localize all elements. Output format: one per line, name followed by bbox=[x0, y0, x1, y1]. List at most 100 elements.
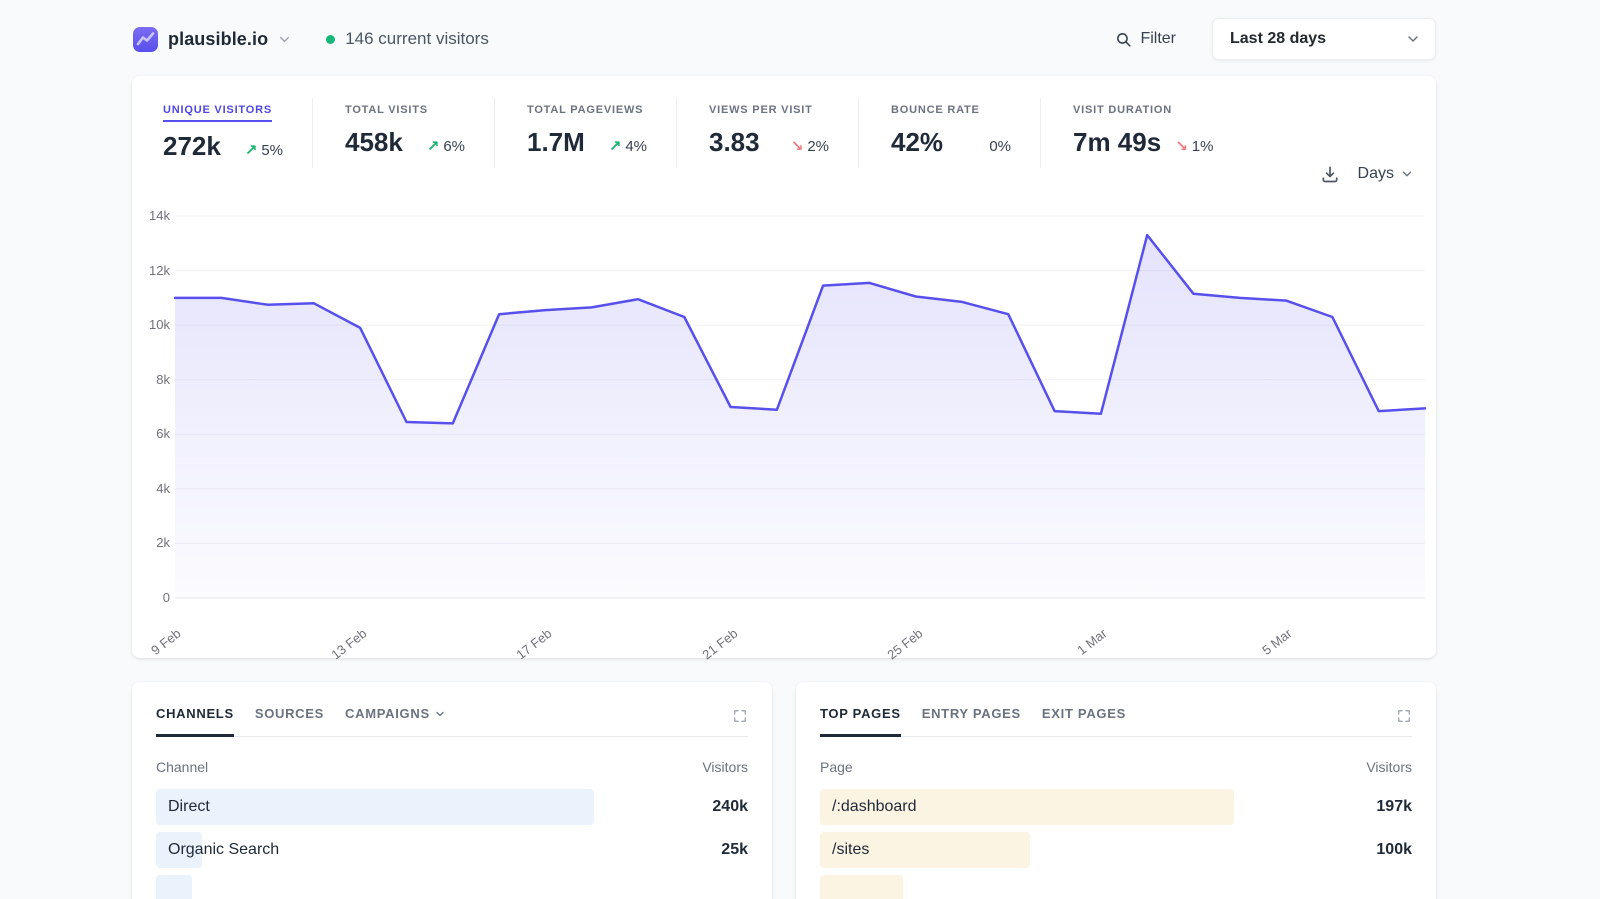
y-tick-label: 2k bbox=[156, 535, 170, 551]
row-bar bbox=[820, 832, 1031, 868]
site-name: plausible.io bbox=[168, 28, 269, 49]
x-tick-label: 5 Mar bbox=[1259, 625, 1295, 658]
row-bar bbox=[156, 875, 192, 899]
stat-visit-duration[interactable]: VISIT DURATION 7m 49s ↘ 1% bbox=[1040, 98, 1242, 168]
trend-arrow-icon: ↗ bbox=[426, 138, 440, 155]
x-tick-label: 25 Feb bbox=[884, 625, 926, 663]
y-tick-label: 14k bbox=[149, 208, 170, 223]
date-range-select[interactable]: Last 28 days bbox=[1212, 18, 1436, 60]
tab-label: SOURCES bbox=[254, 706, 325, 721]
stat-unique-visitors[interactable]: UNIQUE VISITORS 272k ↗ 5% bbox=[163, 98, 312, 168]
stat-label: BOUNCE RATE bbox=[891, 104, 980, 116]
column-channel: Channel bbox=[156, 759, 209, 775]
top-stats-row: UNIQUE VISITORS 272k ↗ 5% TOTAL VISITS 45… bbox=[132, 76, 1436, 168]
search-icon bbox=[1117, 32, 1132, 47]
table-row[interactable]: /sites 100k bbox=[820, 832, 1412, 868]
table-row[interactable]: Organic Search 25k bbox=[156, 832, 748, 868]
trend-arrow-icon: ↗ bbox=[244, 142, 258, 159]
channels-table: Direct 240k Organic Search 25k bbox=[156, 789, 748, 899]
row-value: 240k bbox=[712, 798, 748, 815]
y-tick-label: 0 bbox=[162, 590, 170, 605]
y-tick-label: 8k bbox=[156, 371, 170, 387]
table-row-partial bbox=[156, 875, 748, 899]
trend-arrow-icon: ↘ bbox=[790, 138, 804, 155]
row-name: Direct bbox=[168, 798, 210, 815]
chevron-down-icon bbox=[1405, 31, 1421, 47]
stat-label: VISIT DURATION bbox=[1073, 104, 1172, 116]
row-bar bbox=[156, 789, 595, 825]
stat-value: 1.7M bbox=[527, 127, 585, 157]
pages-table: /:dashboard 197k /sites 100k bbox=[820, 789, 1412, 899]
top-bar: plausible.io 146 current visitors Filter… bbox=[132, 16, 1436, 62]
tab-channels[interactable]: CHANNELS bbox=[156, 706, 234, 737]
column-visitors: Visitors bbox=[702, 759, 748, 775]
y-tick-label: 4k bbox=[156, 480, 170, 496]
row-bar bbox=[820, 875, 903, 899]
row-value: 197k bbox=[1376, 798, 1412, 815]
tab-campaigns[interactable]: CAMPAIGNS bbox=[345, 706, 446, 737]
trend-arrow-icon: ↗ bbox=[608, 138, 622, 155]
row-name: Organic Search bbox=[168, 841, 280, 858]
stat-label: TOTAL PAGEVIEWS bbox=[527, 104, 644, 116]
column-visitors: Visitors bbox=[1366, 759, 1412, 775]
stat-change: 1% bbox=[1191, 138, 1214, 155]
stat-change: 4% bbox=[625, 138, 647, 155]
date-range-value: Last 28 days bbox=[1230, 30, 1327, 47]
visitors-graph-card: UNIQUE VISITORS 272k ↗ 5% TOTAL VISITS 45… bbox=[132, 76, 1436, 663]
stat-change: 5% bbox=[261, 142, 283, 159]
stat-bounce-rate[interactable]: BOUNCE RATE 42% 0% bbox=[858, 98, 1040, 168]
stat-label: VIEWS PER VISIT bbox=[709, 104, 813, 116]
table-row[interactable]: /:dashboard 197k bbox=[820, 789, 1412, 825]
column-page: Page bbox=[820, 759, 853, 775]
expand-channels-button[interactable] bbox=[732, 706, 748, 724]
x-tick-label: 13 Feb bbox=[328, 625, 370, 663]
table-row[interactable]: Direct 240k bbox=[156, 789, 748, 825]
x-tick-label: 21 Feb bbox=[698, 625, 741, 663]
visitors-chart bbox=[173, 215, 1427, 599]
pages-tabs: TOP PAGES ENTRY PAGES EXIT PAGES bbox=[820, 706, 1412, 737]
current-visitors[interactable]: 146 current visitors bbox=[326, 29, 489, 49]
tab-label: CHANNELS bbox=[156, 706, 234, 721]
pages-table-header: Page Visitors bbox=[820, 759, 1412, 775]
x-tick-label: 9 Feb bbox=[148, 625, 184, 658]
stat-change: 6% bbox=[443, 138, 465, 155]
stat-value: 458k bbox=[345, 127, 403, 157]
row-bar bbox=[820, 789, 1235, 825]
row-value: 25k bbox=[721, 841, 748, 858]
stat-value: 3.83 bbox=[709, 127, 760, 157]
expand-pages-button[interactable] bbox=[1396, 706, 1412, 724]
download-icon bbox=[1322, 166, 1338, 183]
tab-label: CAMPAIGNS bbox=[345, 706, 430, 721]
current-visitors-label: 146 current visitors bbox=[345, 29, 489, 48]
tab-top-pages[interactable]: TOP PAGES bbox=[820, 706, 901, 737]
row-value: 100k bbox=[1376, 841, 1412, 858]
chart-x-axis: 9 Feb 13 Feb 17 Feb 21 Feb 25 Feb 1 Mar 5 Mar bbox=[148, 610, 1425, 663]
interval-select[interactable]: Days bbox=[1358, 165, 1414, 183]
channels-card: CHANNELS SOURCES CAMPAIGNS Channel Visit… bbox=[132, 682, 772, 899]
stat-views-per-visit[interactable]: VIEWS PER VISIT 3.83 ↘ 2% bbox=[676, 98, 858, 168]
stat-change: 2% bbox=[807, 138, 829, 155]
row-name: /sites bbox=[832, 841, 870, 858]
filter-label: Filter bbox=[1140, 30, 1176, 47]
tab-sources[interactable]: SOURCES bbox=[255, 706, 324, 737]
chevron-down-icon bbox=[436, 711, 444, 716]
site-switcher[interactable]: plausible.io bbox=[132, 26, 292, 53]
stat-label: UNIQUE VISITORS bbox=[163, 104, 272, 122]
stat-value: 42% bbox=[891, 127, 944, 157]
chart-y-axis: 0 2k 4k 6k 8k 10k 12k 14k bbox=[136, 208, 170, 605]
download-export-button[interactable] bbox=[1320, 164, 1340, 184]
filter-button[interactable]: Filter bbox=[1115, 30, 1176, 48]
tab-exit-pages[interactable]: EXIT PAGES bbox=[1042, 706, 1126, 737]
pages-card: TOP PAGES ENTRY PAGES EXIT PAGES Page Vi… bbox=[796, 682, 1436, 899]
stat-value: 272k bbox=[163, 131, 221, 161]
chevron-down-icon bbox=[1402, 171, 1412, 177]
stat-total-pageviews[interactable]: TOTAL PAGEVIEWS 1.7M ↗ 4% bbox=[494, 98, 676, 168]
x-tick-label: 17 Feb bbox=[513, 625, 555, 663]
channels-table-header: Channel Visitors bbox=[156, 759, 748, 775]
stat-change: 0% bbox=[989, 138, 1011, 155]
tab-entry-pages[interactable]: ENTRY PAGES bbox=[922, 706, 1021, 737]
channels-tabs: CHANNELS SOURCES CAMPAIGNS bbox=[156, 706, 748, 737]
stat-total-visits[interactable]: TOTAL VISITS 458k ↗ 6% bbox=[312, 98, 494, 168]
row-name: /:dashboard bbox=[832, 798, 917, 815]
expand-icon bbox=[1398, 710, 1410, 722]
